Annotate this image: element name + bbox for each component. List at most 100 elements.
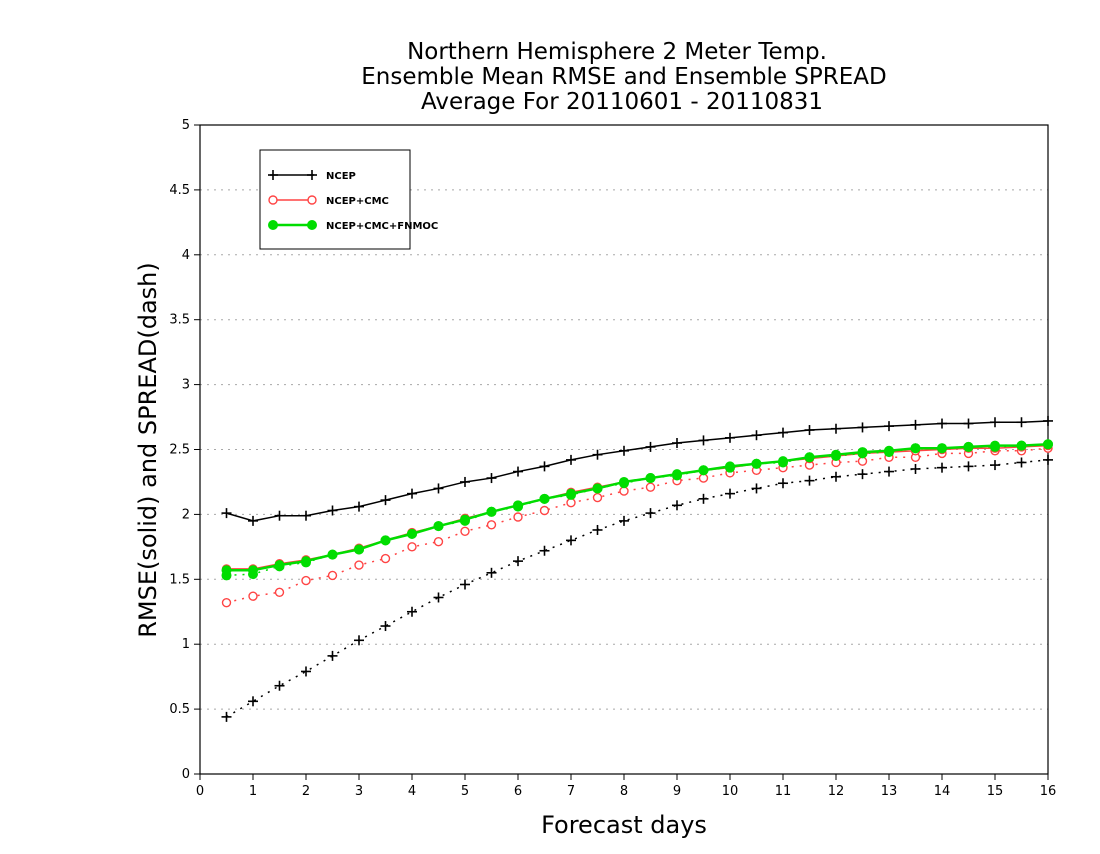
rmse-point [460, 514, 470, 525]
spread-point [221, 711, 232, 722]
spread-point [433, 592, 444, 603]
y-tick-label: 4.5 [169, 183, 190, 198]
x-tick-label: 1 [249, 784, 257, 799]
rmse-point [221, 565, 232, 576]
rmse-point [513, 466, 523, 477]
x-tick-label: 5 [461, 784, 469, 799]
rmse-point [539, 461, 550, 472]
series-2 [221, 439, 1053, 581]
legend-marker [307, 195, 317, 205]
rmse-point [380, 495, 391, 506]
x-tick-label: 15 [987, 784, 1004, 799]
rmse-point [274, 560, 285, 571]
rmse-point [1043, 439, 1053, 450]
rmse-point [460, 476, 470, 487]
rmse-point [751, 430, 762, 441]
legend-item: NCEP+CMC+FNMOC [268, 220, 438, 232]
rmse-point [963, 418, 974, 429]
spread-point [539, 505, 550, 516]
spread-point [751, 483, 762, 494]
series-group [221, 415, 1053, 722]
spread-point [513, 512, 523, 522]
spread-point [433, 536, 444, 547]
rmse-point [751, 458, 762, 469]
legend-item: NCEP+CMC [268, 195, 389, 207]
y-tick-label: 0 [182, 767, 190, 782]
spread-point [566, 535, 576, 546]
rmse-point [592, 483, 603, 494]
rmse-point [963, 441, 974, 452]
legend-marker [268, 220, 278, 230]
rmse-point [937, 443, 947, 454]
rmse-point [910, 443, 921, 454]
x-tick-label: 10 [722, 784, 739, 799]
spread-point [460, 579, 470, 590]
rmse-point [486, 506, 497, 517]
spread-point [963, 461, 974, 472]
rmse-point [592, 449, 603, 460]
series-0 [221, 415, 1053, 722]
spread-point [248, 591, 258, 601]
spread-line [226, 447, 1049, 604]
rmse-point [539, 493, 550, 504]
rmse-point [804, 452, 815, 463]
rmse-point [407, 528, 417, 539]
rmse-point [354, 501, 364, 512]
rmse-point [619, 445, 629, 456]
spread-point [990, 460, 1000, 471]
legend-item: NCEP [268, 170, 356, 182]
chart-title-line-1: Northern Hemisphere 2 Meter Temp. [407, 39, 827, 65]
y-tick-label: 2.5 [169, 443, 190, 458]
rmse-point [725, 432, 735, 443]
x-tick-label: 6 [514, 784, 522, 799]
rmse-point [327, 505, 338, 516]
rmse-point [513, 500, 523, 511]
legend-marker [268, 170, 278, 180]
rmse-point [619, 476, 629, 487]
spread-point [645, 482, 656, 492]
rmse-point [301, 556, 311, 567]
legend-label: NCEP [326, 171, 356, 182]
spread-point [884, 466, 894, 477]
spread-line [226, 459, 1049, 718]
rmse-point [990, 440, 1000, 451]
rmse-point [884, 445, 894, 456]
spread-point [592, 492, 603, 503]
y-tick-label: 3 [182, 378, 190, 393]
spread-point [937, 462, 947, 473]
x-tick-label: 2 [302, 784, 310, 799]
spread-point [248, 696, 258, 707]
x-tick-label: 7 [567, 784, 575, 799]
rmse-point [566, 454, 576, 465]
spread-point [486, 520, 497, 530]
rmse-point [672, 469, 682, 480]
spread-point [1016, 457, 1027, 468]
spread-point [645, 508, 656, 519]
x-tick-label: 8 [620, 784, 628, 799]
spread-point [354, 635, 364, 646]
rmse-point [221, 508, 232, 519]
spread-point [804, 475, 815, 486]
spread-point [274, 680, 285, 691]
x-tick-label: 12 [828, 784, 845, 799]
rmse-point [884, 421, 894, 432]
spread-point [221, 597, 232, 608]
spread-point [301, 575, 311, 586]
rmse-point [778, 427, 788, 438]
rmse-point [380, 535, 391, 546]
spread-point [619, 515, 629, 526]
rmse-point [1016, 417, 1027, 428]
x-tick-label: 9 [673, 784, 681, 799]
legend-marker [268, 195, 278, 205]
rmse-point [990, 417, 1000, 428]
spread-point [725, 488, 735, 499]
rmse-point [248, 515, 258, 526]
x-tick-label: 16 [1040, 784, 1057, 799]
rmse-point [1016, 440, 1027, 451]
rmse-point [857, 447, 868, 458]
spread-point [380, 621, 391, 632]
spread-point [407, 542, 417, 552]
rmse-point [566, 488, 576, 499]
